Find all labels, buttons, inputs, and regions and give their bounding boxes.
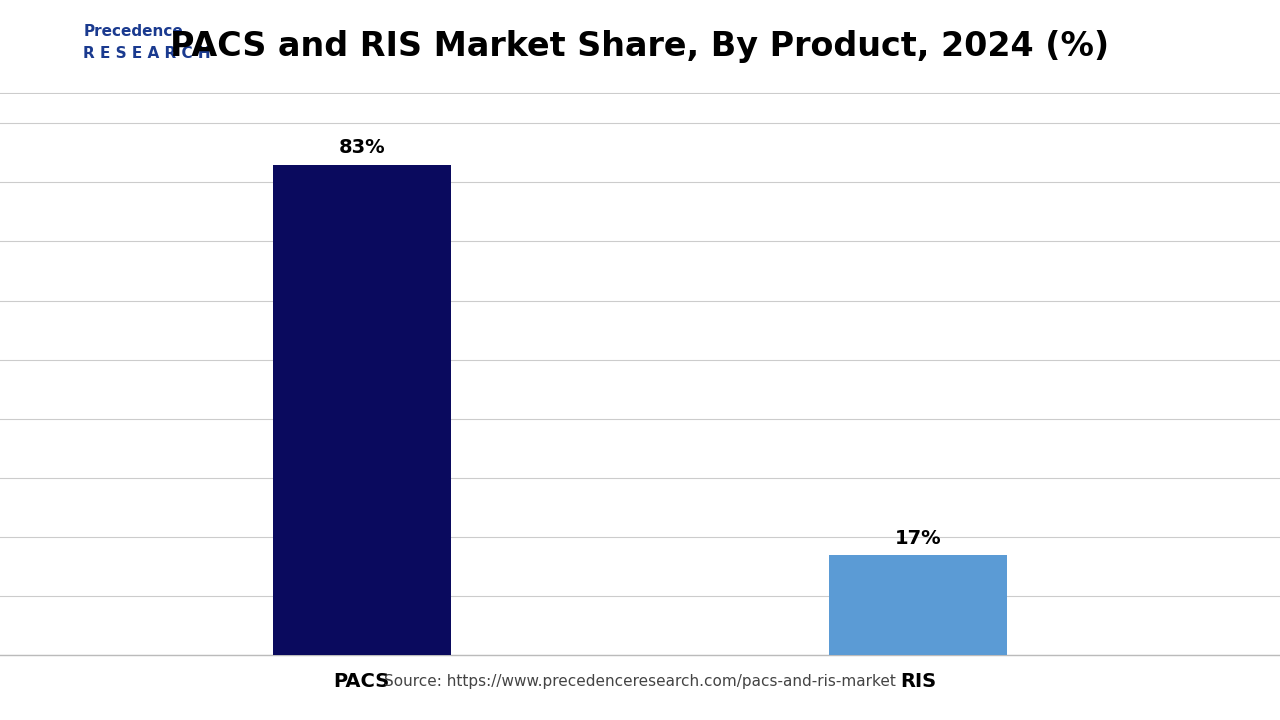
Bar xyxy=(273,165,451,655)
Text: Precedence
R E S E A R C H: Precedence R E S E A R C H xyxy=(83,24,211,60)
Text: Source: https://www.precedenceresearch.com/pacs-and-ris-market: Source: https://www.precedenceresearch.c… xyxy=(384,674,896,688)
Text: 17%: 17% xyxy=(895,528,942,548)
Text: 83%: 83% xyxy=(338,138,385,158)
Text: PACS and RIS Market Share, By Product, 2024 (%): PACS and RIS Market Share, By Product, 2… xyxy=(170,30,1110,63)
Bar xyxy=(829,554,1007,655)
